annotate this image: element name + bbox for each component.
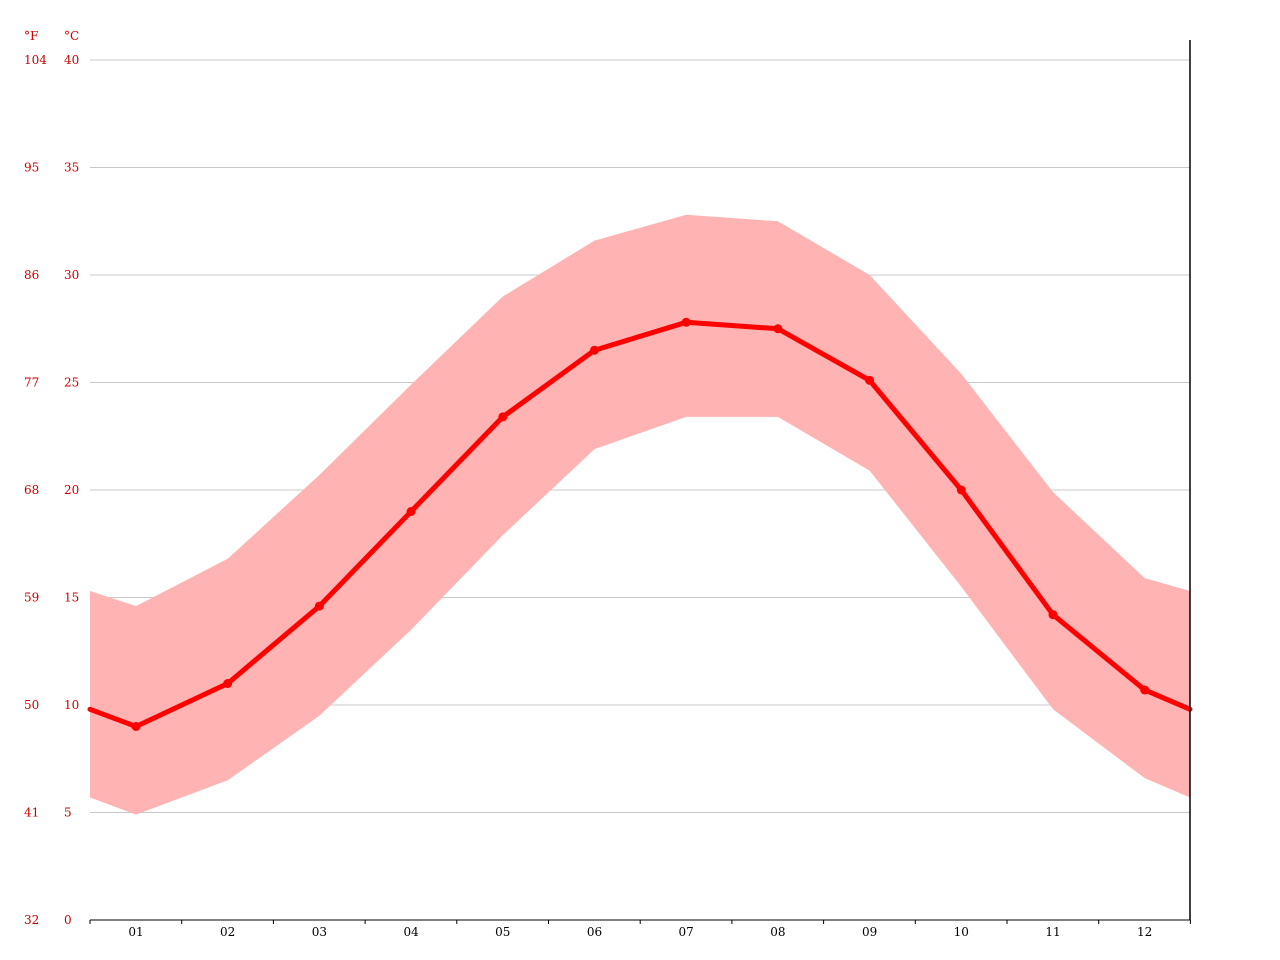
y-tick-label-fahrenheit: 104 <box>24 53 47 67</box>
mean-point <box>406 507 416 516</box>
mean-point <box>865 375 875 385</box>
x-axis <box>89 919 1191 924</box>
y-tick-label-fahrenheit: 86 <box>24 268 39 282</box>
x-tick-label: 02 <box>220 925 235 939</box>
temperature-range-band <box>90 214 1190 815</box>
temperature-band-area <box>90 214 1190 815</box>
x-tick-label: 07 <box>679 925 694 939</box>
x-axis-labels: 01 02 03 04 05 06 07 08 09 10 11 12 <box>128 925 1152 939</box>
mean-point <box>590 345 599 355</box>
y-tick-label-celsius: 5 <box>64 806 72 820</box>
y-tick-label-fahrenheit: 32 <box>24 913 39 927</box>
x-tick-label: 10 <box>954 925 969 939</box>
mean-point <box>131 722 141 731</box>
mean-point <box>314 601 324 611</box>
y-tick-label-fahrenheit: 77 <box>24 376 39 390</box>
y-tick-label-celsius: 10 <box>64 698 79 712</box>
x-tick-label: 12 <box>1137 925 1152 939</box>
mean-line-path <box>87 319 1193 729</box>
x-tick-label: 04 <box>403 925 419 939</box>
mean-point <box>681 317 691 327</box>
mean-point <box>956 485 966 495</box>
mean-temperature-points <box>131 317 1150 731</box>
mean-point <box>1140 685 1150 695</box>
y-tick-label-fahrenheit: 95 <box>24 161 39 175</box>
x-tick-label: 11 <box>1045 925 1060 939</box>
y-tick-label-fahrenheit: 41 <box>24 806 39 820</box>
fahrenheit-unit-label: °F <box>24 29 38 43</box>
mean-temperature-line <box>87 319 1193 729</box>
mean-point <box>223 679 233 688</box>
x-tick-label: 01 <box>128 925 143 939</box>
x-tick-label: 09 <box>862 925 877 939</box>
mean-point <box>498 412 508 422</box>
celsius-unit-label: °C <box>64 29 79 43</box>
y-tick-label-celsius: 35 <box>64 161 79 175</box>
x-tick-label: 03 <box>312 925 327 939</box>
y-tick-label-celsius: 0 <box>64 913 72 927</box>
y-tick-label-celsius: 20 <box>64 483 79 497</box>
y-tick-label-celsius: 25 <box>64 376 79 390</box>
y-axis-labels: 32 0 41 5 50 10 59 15 68 20 77 25 86 30 95 35 104 40 <box>24 53 79 927</box>
y-tick-label-fahrenheit: 68 <box>24 483 39 497</box>
y-tick-label-fahrenheit: 50 <box>24 698 39 712</box>
x-tick-label: 05 <box>495 925 510 939</box>
y-tick-label-celsius: 40 <box>64 53 79 67</box>
x-tick-label: 08 <box>770 925 785 939</box>
mean-point <box>773 324 783 334</box>
y-tick-label-celsius: 15 <box>64 591 79 605</box>
y-tick-label-fahrenheit: 59 <box>24 591 39 605</box>
mean-point <box>1048 610 1058 620</box>
x-tick-label: 06 <box>587 925 602 939</box>
y-tick-label-celsius: 30 <box>64 268 79 282</box>
